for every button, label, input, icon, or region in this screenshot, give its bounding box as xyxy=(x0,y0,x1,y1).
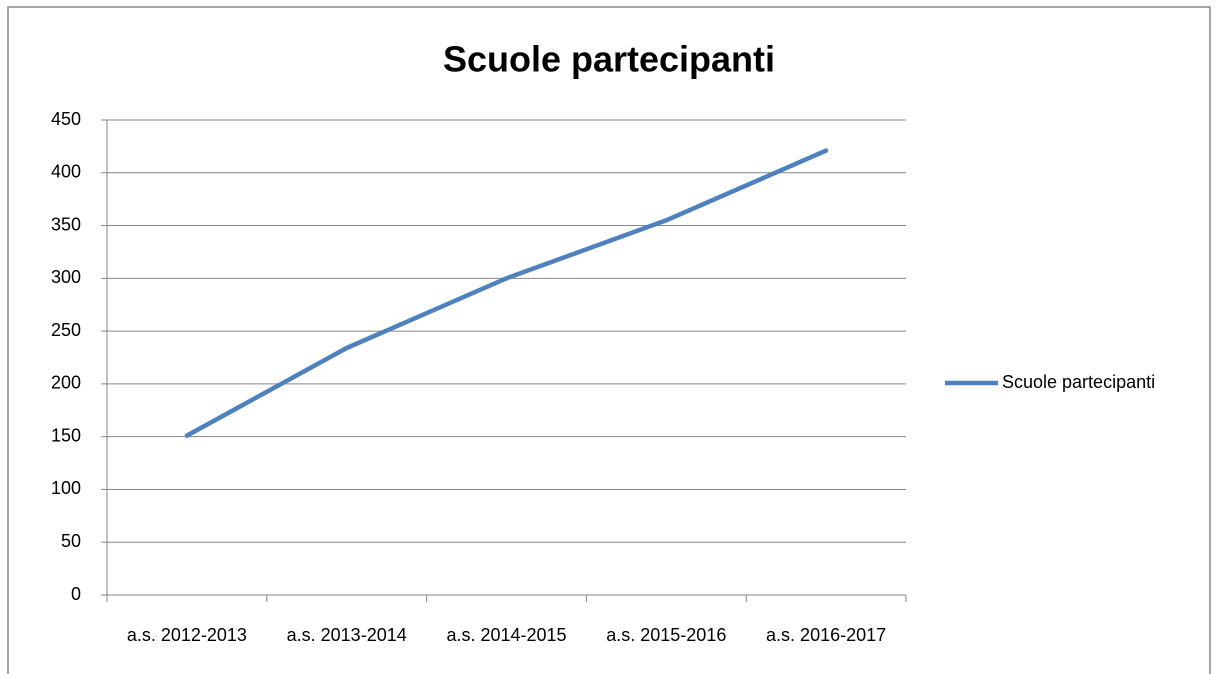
y-tick-label: 200 xyxy=(51,373,81,393)
x-tick-label: a.s. 2012-2013 xyxy=(127,625,247,645)
y-tick-label: 250 xyxy=(51,320,81,340)
x-tick-label: a.s. 2015-2016 xyxy=(606,625,726,645)
data-line xyxy=(184,148,829,438)
y-tick-label: 50 xyxy=(61,531,81,551)
legend-label: Scuole partecipanti xyxy=(1002,372,1155,392)
chart-border xyxy=(7,6,1211,674)
chart-title: Scuole partecipanti xyxy=(443,39,775,80)
x-tick-label: a.s. 2013-2014 xyxy=(287,625,407,645)
y-tick-label: 400 xyxy=(51,162,81,182)
x-tick-label: a.s. 2016-2017 xyxy=(766,625,886,645)
y-tick-label: 450 xyxy=(51,109,81,129)
y-tick-label: 350 xyxy=(51,214,81,234)
y-tick-label: 150 xyxy=(51,425,81,445)
x-tick-label: a.s. 2014-2015 xyxy=(446,625,566,645)
y-tick-label: 300 xyxy=(51,267,81,287)
y-tick-label: 0 xyxy=(71,584,81,604)
y-tick-label: 100 xyxy=(51,478,81,498)
